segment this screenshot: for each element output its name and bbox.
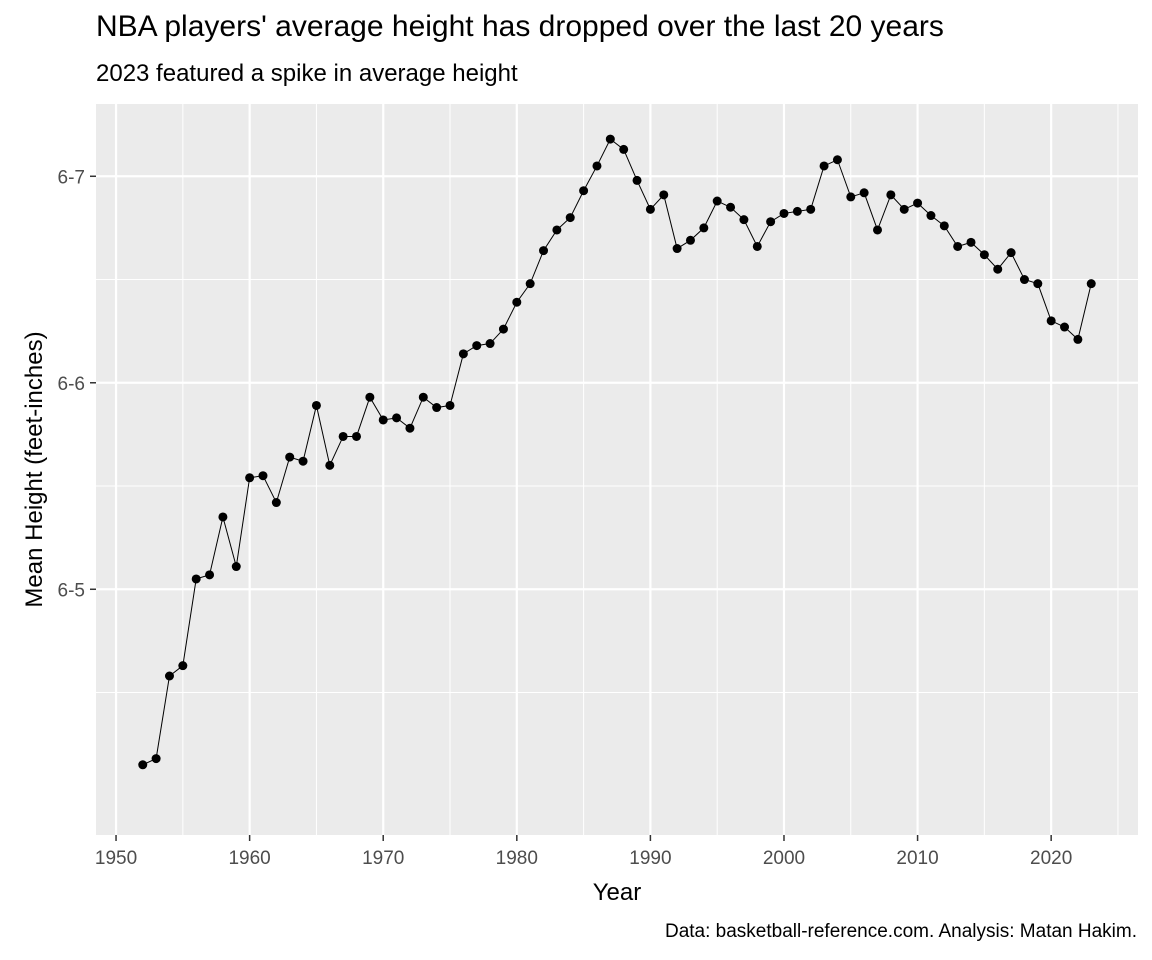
data-point — [899, 204, 909, 214]
data-point — [311, 400, 321, 410]
chart-subtitle: 2023 featured a spike in average height — [96, 60, 518, 87]
data-point — [1019, 275, 1029, 285]
data-point — [859, 188, 869, 198]
data-point — [632, 175, 642, 185]
data-point — [605, 134, 615, 144]
data-point — [886, 190, 896, 200]
x-tick-label: 1970 — [362, 848, 404, 869]
data-point — [1046, 316, 1056, 326]
data-points — [138, 134, 1096, 770]
data-point — [258, 471, 268, 481]
x-axis: 1950 1960 1970 1980 1990 2000 2010 2020 — [95, 835, 1072, 869]
data-point — [458, 349, 468, 359]
y-tick-label: 6-5 — [58, 580, 85, 601]
data-point — [979, 250, 989, 260]
data-point — [592, 161, 602, 171]
data-point — [164, 671, 174, 681]
data-point — [392, 413, 402, 423]
data-point — [832, 155, 842, 165]
minor-gridlines — [96, 104, 1138, 835]
data-point — [913, 198, 923, 208]
plot-panel — [96, 104, 1138, 835]
data-point — [151, 754, 161, 764]
data-point — [498, 324, 508, 334]
data-point — [525, 279, 535, 289]
x-tick-label: 2020 — [1030, 848, 1072, 869]
x-tick-label: 1990 — [629, 848, 671, 869]
data-point — [405, 423, 415, 433]
data-point — [739, 215, 749, 225]
major-gridlines — [96, 104, 1138, 835]
data-point — [485, 339, 495, 349]
data-point — [285, 452, 295, 462]
data-point — [378, 415, 388, 425]
chart-title: NBA players' average height has dropped … — [96, 10, 944, 43]
x-tick-label: 2000 — [763, 848, 805, 869]
y-tick-label: 6-7 — [58, 167, 85, 188]
data-point — [939, 221, 949, 231]
data-point — [472, 341, 482, 351]
data-point — [298, 456, 308, 466]
x-tick-label: 2010 — [896, 848, 938, 869]
data-point — [218, 512, 228, 522]
y-axis-title: Mean Height (feet-inches) — [21, 331, 48, 607]
y-axis: 6-5 6-6 6-7 — [58, 167, 96, 601]
data-point — [539, 246, 549, 256]
x-tick-label: 1960 — [228, 848, 270, 869]
data-point — [445, 400, 455, 410]
data-point — [873, 225, 882, 235]
data-point — [819, 161, 829, 171]
data-point — [365, 392, 375, 402]
data-point — [766, 217, 776, 227]
data-point — [685, 235, 695, 245]
data-point — [205, 570, 215, 580]
x-axis-title: Year — [593, 879, 642, 906]
data-point — [1006, 248, 1016, 258]
data-point — [672, 244, 682, 254]
data-point — [552, 225, 562, 235]
data-point — [418, 392, 428, 402]
data-point — [726, 202, 736, 212]
data-point — [271, 498, 281, 508]
data-point — [1033, 279, 1043, 289]
data-point — [432, 403, 442, 413]
data-point — [699, 223, 709, 233]
data-point — [1073, 334, 1083, 344]
data-point — [512, 297, 522, 307]
data-point — [846, 192, 856, 202]
data-point — [993, 264, 1003, 274]
data-point — [752, 241, 762, 251]
data-point — [352, 431, 361, 441]
data-point — [565, 213, 575, 223]
data-point — [806, 204, 816, 214]
x-tick-label: 1950 — [95, 848, 137, 869]
data-point — [792, 206, 802, 216]
data-point — [178, 661, 188, 671]
chart-caption: Data: basketball-reference.com. Analysis… — [664, 921, 1137, 942]
data-point — [245, 473, 255, 483]
data-point — [779, 208, 789, 218]
data-point — [659, 190, 669, 200]
data-point — [1060, 322, 1070, 332]
data-point — [966, 237, 976, 247]
data-point — [338, 431, 348, 441]
data-point — [953, 241, 963, 251]
x-tick-label: 1980 — [496, 848, 538, 869]
data-point — [579, 186, 589, 196]
data-point — [645, 204, 655, 214]
data-point — [1086, 279, 1096, 289]
data-point — [231, 562, 241, 572]
data-point — [712, 196, 722, 206]
y-tick-label: 6-6 — [58, 374, 85, 395]
data-point — [325, 460, 335, 470]
data-point — [138, 760, 148, 770]
data-point — [191, 574, 201, 584]
data-point — [619, 144, 629, 154]
data-point — [926, 211, 936, 221]
